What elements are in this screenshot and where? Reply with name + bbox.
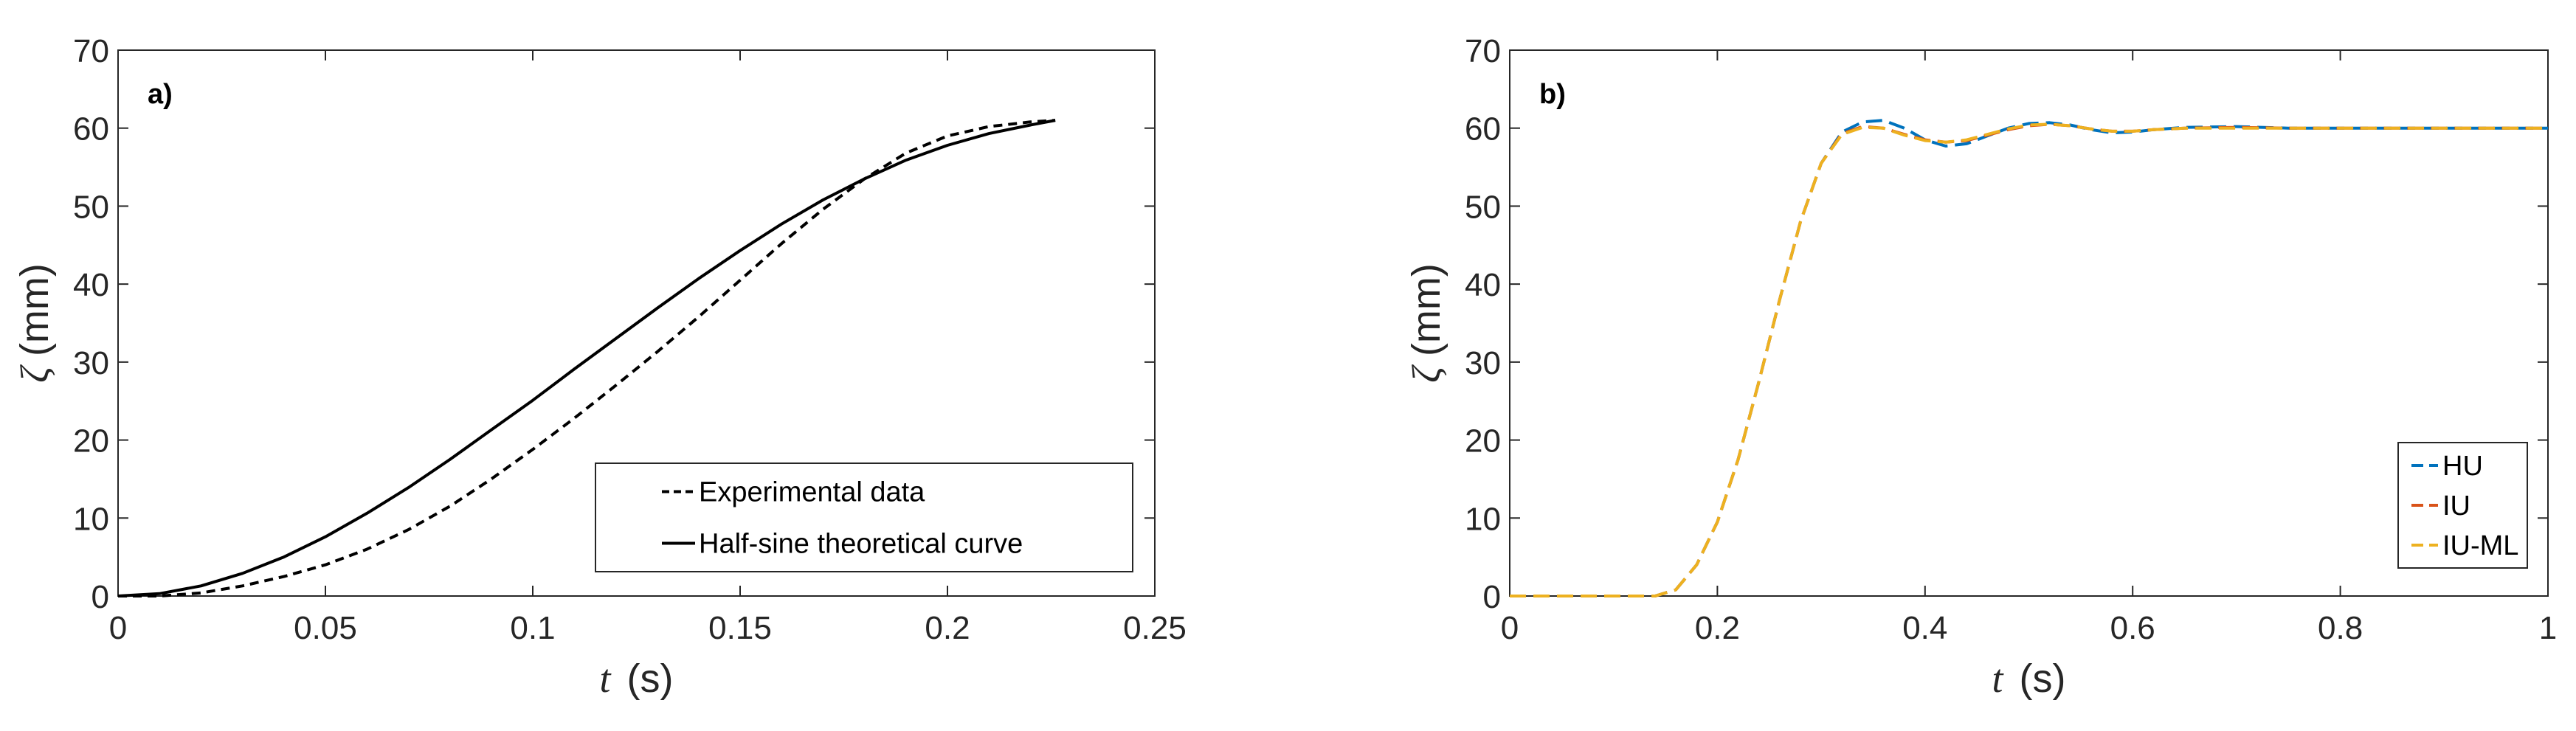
y-tick-label: 60 <box>1465 111 1501 148</box>
y-tick-label: 70 <box>1465 33 1501 69</box>
legend-entry: Experimental data <box>699 477 925 508</box>
x-axis-unit: (s) <box>627 656 674 701</box>
x-axis-unit: (s) <box>2020 656 2066 701</box>
x-axis-symbol: t <box>1992 656 2005 701</box>
y-axis-label: ζ (mm) <box>1404 263 1448 383</box>
legend: Experimental data Half-sine theoretical c… <box>595 462 1133 572</box>
legend: HU IU IU-ML <box>2397 442 2528 569</box>
legend-entry: IU <box>2442 491 2470 522</box>
y-tick-label: 30 <box>73 345 109 381</box>
legend-entry: IU-ML <box>2442 530 2518 561</box>
x-tick-label: 0.25 <box>1123 610 1187 646</box>
y-tick-label: 50 <box>73 189 109 225</box>
y-axis-unit: (mm) <box>1404 263 1448 356</box>
y-axis-unit: (mm) <box>13 263 57 356</box>
x-tick-label: 0.6 <box>2110 610 2155 646</box>
x-tick-label: 0.8 <box>2318 610 2363 646</box>
y-axis-symbol: ζ <box>13 364 57 383</box>
series-line-half-sine-theoretical-curve <box>117 119 1056 597</box>
y-tick-label: 10 <box>1465 501 1501 537</box>
y-tick-label: 40 <box>73 267 109 303</box>
y-tick-label: 20 <box>1465 423 1501 460</box>
x-tick-label: 0 <box>109 610 127 646</box>
series-line-iu-ml <box>1510 122 2548 597</box>
y-tick-label: 40 <box>1465 267 1501 303</box>
legend-entry: Half-sine theoretical curve <box>699 529 1023 560</box>
axes-box <box>1509 49 2549 597</box>
y-tick-label: 20 <box>73 423 109 460</box>
x-tick-label: 0.4 <box>1902 610 1947 646</box>
x-tick-label: 1 <box>2539 610 2557 646</box>
x-axis-label: t (s) <box>600 656 674 701</box>
series-line-experimental-data <box>118 119 1056 597</box>
y-axis-symbol: ζ <box>1404 364 1448 383</box>
y-tick-label: 0 <box>1483 579 1501 615</box>
y-tick-label: 70 <box>73 33 109 69</box>
y-tick-label: 50 <box>1465 189 1501 225</box>
axes-box <box>117 49 1156 597</box>
x-axis-label: t (s) <box>1992 656 2066 701</box>
panel-label: b) <box>1539 79 1566 110</box>
x-tick-label: 0 <box>1501 610 1519 646</box>
legend-entry: HU <box>2442 451 2483 482</box>
y-tick-label: 60 <box>73 111 109 148</box>
panel-label: a) <box>148 79 173 110</box>
y-tick-label: 30 <box>1465 345 1501 381</box>
y-tick-label: 0 <box>91 579 109 615</box>
x-tick-label: 0.15 <box>708 610 772 646</box>
series-line-hu <box>1510 119 2548 597</box>
x-axis-symbol: t <box>600 656 612 701</box>
x-tick-label: 0.2 <box>925 610 970 646</box>
y-axis-label: ζ (mm) <box>13 263 57 383</box>
x-tick-label: 0.1 <box>510 610 555 646</box>
x-tick-label: 0.05 <box>294 610 357 646</box>
legend-box <box>595 462 1133 572</box>
series-line-iu <box>1510 122 2548 597</box>
chart-panel-1: 0 0.05 0.1 0.15 0.2 0.25 0 10 20 30 40 50 60 70 t (s) ζ (… <box>13 33 1187 701</box>
x-tick-label: 0.2 <box>1695 610 1740 646</box>
y-tick-label: 10 <box>73 501 109 537</box>
